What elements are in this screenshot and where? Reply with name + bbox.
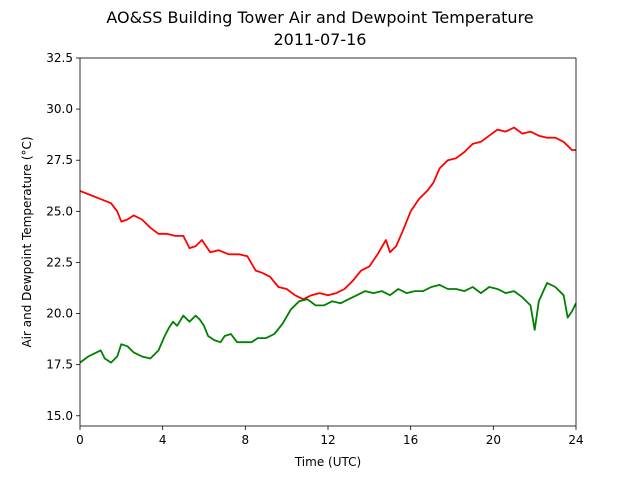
x-tick-label: 8: [242, 433, 250, 447]
y-tick-label: 32.5: [46, 51, 73, 65]
y-tick-label: 22.5: [46, 255, 73, 269]
chart-subtitle: 2011-07-16: [274, 30, 367, 49]
x-tick-label: 12: [320, 433, 335, 447]
y-tick-label: 27.5: [46, 153, 73, 167]
y-axis-label: Air and Dewpoint Temperature (°C): [20, 136, 34, 347]
air-temperature-line: [79, 126, 576, 301]
dewpoint-temperature-line: [79, 281, 577, 364]
y-tick-label: 20.0: [46, 307, 73, 321]
y-tick-label: 15.0: [46, 409, 73, 423]
series-layer: [79, 126, 577, 364]
x-tick-label: 4: [159, 433, 167, 447]
chart-title: AO&SS Building Tower Air and Dewpoint Te…: [106, 8, 533, 27]
x-axis: 0 4 8 12 16 20 24: [76, 426, 584, 447]
x-tick-label: 20: [486, 433, 501, 447]
y-tick-label: 17.5: [46, 358, 73, 372]
x-tick-label: 16: [403, 433, 418, 447]
x-tick-label: 0: [76, 433, 84, 447]
y-axis: 15.0 17.5 20.0 22.5 25.0 27.5 30.0 32.5: [46, 51, 80, 423]
x-axis-label: Time (UTC): [294, 455, 361, 469]
y-tick-label: 30.0: [46, 102, 73, 116]
y-tick-label: 25.0: [46, 204, 73, 218]
plot-area: [80, 58, 576, 426]
x-tick-label: 24: [568, 433, 583, 447]
